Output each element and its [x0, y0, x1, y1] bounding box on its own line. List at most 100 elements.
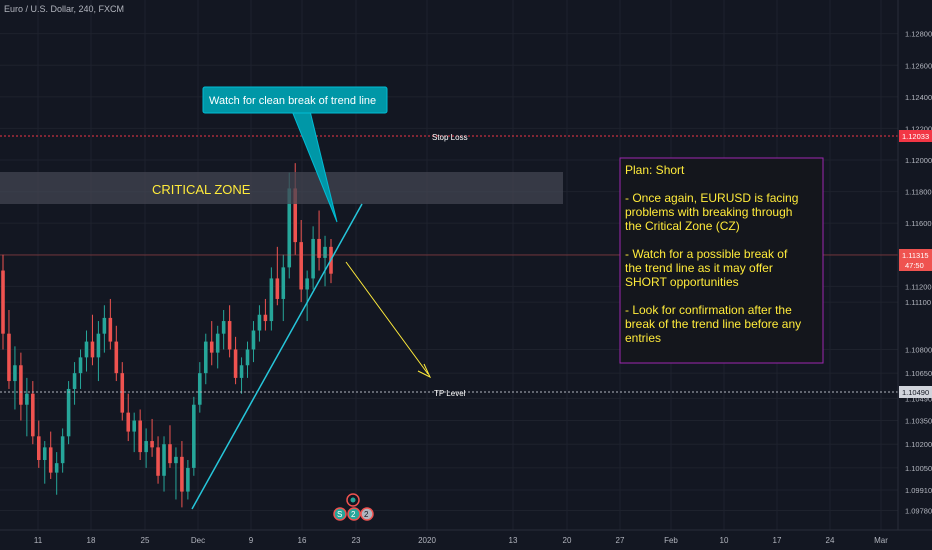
- critical-zone-box[interactable]: [0, 172, 563, 204]
- price-axis[interactable]: 1.12800 1.12600 1.12400 1.12200 1.12000 1.118…: [905, 30, 932, 516]
- candle-body: [323, 246, 327, 258]
- stop-loss-label: Stop Loss: [432, 133, 468, 142]
- x-tick-label: Dec: [191, 536, 205, 545]
- candle-body: [150, 441, 154, 448]
- price-badge-stop-loss: 1.12033: [899, 130, 932, 142]
- y-tick-label: 1.11600: [905, 219, 932, 228]
- candle-body: [25, 393, 29, 405]
- x-tick-label: 20: [563, 536, 572, 545]
- candle-body: [162, 444, 166, 476]
- critical-zone-label: CRITICAL ZONE: [152, 182, 251, 197]
- callout-box[interactable]: [202, 86, 388, 114]
- plan-note-line: - Once again, EURUSD is facing: [625, 191, 798, 205]
- candle-body: [192, 404, 196, 468]
- candle-body: [203, 341, 208, 374]
- time-axis[interactable]: 11 18 25 Dec 9 16 23 2020 13 20 27 Feb 10 17 24 Mar: [34, 536, 888, 545]
- candle-body: [114, 341, 119, 374]
- candle-body: [102, 317, 107, 334]
- x-tick-label: 10: [720, 536, 729, 545]
- event-badge-3[interactable]: 2: [360, 507, 374, 521]
- event-badge-1[interactable]: S: [333, 507, 347, 521]
- price-badge-tp-label: 1.10490: [902, 388, 929, 397]
- candle-body: [245, 349, 250, 366]
- candle-body: [78, 357, 83, 374]
- x-tick-label: 25: [141, 536, 150, 545]
- y-tick-label: 1.12400: [905, 93, 932, 102]
- candle-body: [281, 267, 286, 299]
- plan-note-line: entries: [625, 331, 661, 345]
- plan-note-line: the trend line as it may offer: [625, 261, 773, 275]
- x-tick-label: 18: [87, 536, 96, 545]
- tp-level-label: TP Level: [434, 389, 466, 398]
- plan-note-line: problems with breaking through: [625, 205, 792, 219]
- price-badge-countdown-label: 47:50: [905, 261, 924, 270]
- callout-text: Watch for clean break of trend line: [209, 95, 376, 107]
- y-tick-label: 1.12200: [905, 124, 932, 133]
- candle-body: [221, 321, 226, 334]
- candlestick-series: [1, 163, 333, 508]
- candle-body: [13, 365, 17, 382]
- x-tick-label: 24: [826, 536, 835, 545]
- y-tick-label: 1.12600: [905, 61, 932, 70]
- trend-line[interactable]: [191, 203, 363, 510]
- event-flag-icon-inner: [350, 497, 356, 503]
- x-tick-label: 17: [773, 536, 782, 545]
- candle-body: [233, 349, 238, 378]
- candle-body: [60, 436, 65, 464]
- candle-body: [72, 373, 77, 389]
- candle-body: [120, 373, 125, 413]
- event-badge-1-label: S: [337, 510, 342, 519]
- y-tick-label: 1.09780: [905, 507, 932, 516]
- y-tick-label: 1.12800: [905, 30, 932, 39]
- candle-body: [90, 341, 95, 358]
- plan-note-box[interactable]: [619, 157, 824, 364]
- x-tick-label: 11: [34, 536, 43, 545]
- candle-body: [186, 467, 190, 492]
- event-badge-2-label: 2: [351, 510, 356, 519]
- candle-body: [132, 420, 136, 432]
- y-tick-label: 1.10050: [905, 464, 932, 473]
- candle-body: [84, 341, 89, 358]
- candle-body: [311, 238, 315, 279]
- candle-body: [215, 333, 220, 353]
- candle-body: [168, 444, 172, 464]
- candle-body: [305, 278, 309, 290]
- candle-body: [251, 330, 256, 350]
- candle-body: [108, 317, 113, 342]
- x-tick-label: Feb: [664, 536, 678, 545]
- candle-body: [198, 373, 202, 405]
- candle-body: [19, 365, 23, 405]
- candle-body: [42, 447, 47, 460]
- y-tick-label: 1.09910: [905, 486, 932, 495]
- candle-body: [209, 341, 214, 353]
- candle-body: [317, 238, 321, 258]
- price-badge-stop-loss-label: 1.12033: [902, 132, 929, 141]
- candle-body: [31, 393, 35, 437]
- candle-body: [138, 420, 142, 453]
- y-tick-label: 1.10800: [905, 345, 932, 354]
- projection-arrow-head: [417, 363, 432, 379]
- plan-note-text: Plan: Short - Once again, EURUSD is facin…: [625, 163, 801, 345]
- y-tick-label: 1.11200: [905, 282, 932, 291]
- candle-body: [269, 278, 274, 322]
- projection-arrow[interactable]: [345, 261, 429, 375]
- candle-body: [263, 314, 268, 322]
- candle-body: [66, 388, 71, 437]
- event-badges[interactable]: S 2 2: [333, 493, 374, 521]
- symbol-title: Euro / U.S. Dollar, 240, FXCM: [4, 4, 125, 14]
- candle-body: [7, 333, 11, 382]
- callout-pointer: [291, 110, 338, 223]
- y-tick-label: 1.10200: [905, 440, 932, 449]
- y-tick-label: 1.11100: [905, 298, 931, 307]
- x-tick-label: 23: [352, 536, 361, 545]
- plan-note-line: - Watch for a possible break of: [625, 247, 788, 261]
- price-badge-tp: 1.10490: [899, 386, 932, 398]
- x-tick-label: 9: [249, 536, 254, 545]
- candle-body: [287, 188, 292, 268]
- event-badge-2[interactable]: 2: [347, 507, 361, 521]
- candle-body: [275, 278, 280, 299]
- price-badge-current-label: 1.11315: [902, 251, 929, 260]
- y-tick-label: 1.10350: [905, 417, 932, 426]
- candle-body: [174, 456, 178, 464]
